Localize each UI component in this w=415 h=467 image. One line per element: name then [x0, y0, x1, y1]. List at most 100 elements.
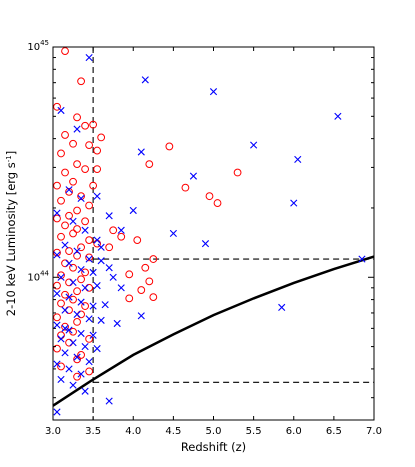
data-point-circle — [85, 236, 94, 245]
data-point-x — [65, 186, 73, 194]
data-point-x — [69, 339, 77, 347]
data-point-circle — [53, 281, 61, 290]
data-point-x — [137, 312, 145, 320]
data-point-x — [53, 321, 61, 329]
y-tick-label-exponent: 44 — [40, 269, 49, 277]
data-point-circle — [69, 229, 77, 238]
data-point-circle — [65, 247, 73, 255]
data-point-x — [85, 358, 93, 366]
data-point-x — [93, 282, 101, 290]
data-point-circle — [69, 177, 77, 186]
data-point-circle — [61, 221, 69, 230]
data-point-circle — [61, 47, 69, 55]
data-point-circle — [77, 275, 85, 284]
data-point-circle — [85, 201, 94, 210]
data-point-circle — [69, 295, 77, 304]
data-point-x — [81, 284, 89, 292]
data-point-x — [129, 206, 137, 215]
data-point-x — [69, 278, 77, 286]
data-point-x — [358, 255, 366, 263]
data-point-x — [97, 243, 105, 251]
data-point-x — [61, 306, 69, 314]
data-point-circle — [73, 287, 81, 296]
data-point-circle — [69, 327, 77, 336]
data-point-circle — [73, 113, 81, 122]
x-tick-label: 4.5 — [165, 426, 181, 437]
y-axis-title-end: ] — [4, 151, 18, 156]
data-point-circle — [77, 77, 85, 86]
y-tick-label-base: 10 — [27, 42, 40, 53]
data-point-circle — [125, 294, 134, 303]
data-point-x — [57, 273, 65, 281]
data-point-circle — [137, 286, 146, 294]
data-point-x — [57, 335, 65, 343]
y-tick-label-base: 10 — [27, 272, 40, 283]
plot-frame — [52, 46, 375, 421]
data-point-x — [65, 326, 73, 334]
data-point-x — [105, 264, 113, 272]
data-point-circle — [141, 263, 150, 272]
data-point-circle — [81, 217, 89, 226]
data-point-circle — [85, 253, 94, 262]
x-tick-label: 6.0 — [286, 426, 302, 437]
data-point-circle — [81, 121, 89, 130]
data-point-x — [57, 106, 65, 115]
data-point-circle — [61, 322, 69, 331]
data-point-x — [93, 236, 101, 244]
data-point-circle — [145, 277, 154, 286]
data-point-circle — [57, 196, 65, 205]
data-point-x — [53, 289, 61, 298]
x-tick-label: 6.5 — [326, 426, 342, 437]
data-point-circle — [149, 255, 158, 263]
data-point-circle — [73, 206, 81, 215]
y-axis-title-main: 2-10 keV Luminosity [erg s — [4, 162, 18, 316]
data-point-x — [85, 255, 93, 263]
data-point-x — [53, 251, 61, 259]
data-point-x — [290, 199, 298, 207]
data-point-x — [81, 226, 89, 234]
data-point-x — [53, 360, 61, 368]
data-point-x — [89, 268, 97, 276]
x-tick-label: 5.0 — [206, 426, 222, 437]
data-point-x — [77, 265, 85, 274]
data-point-circle — [77, 351, 85, 359]
data-point-circle — [57, 362, 65, 371]
data-point-circle — [109, 226, 118, 235]
data-point-x — [61, 241, 69, 249]
x-tick-label: 5.5 — [246, 426, 262, 437]
x-tick-label: 3.0 — [45, 426, 61, 437]
data-point-circle — [73, 160, 81, 169]
data-point-circle — [105, 243, 114, 252]
data-point-x — [113, 319, 121, 328]
data-point-circle — [57, 232, 65, 241]
data-point-circle — [65, 187, 73, 196]
data-point-circle — [53, 248, 61, 257]
data-point-x — [81, 387, 89, 395]
y-tick-label: 1044 — [27, 269, 49, 283]
data-point-x — [89, 331, 97, 339]
data-point-circle — [125, 270, 134, 279]
data-point-x — [334, 112, 342, 120]
data-point-x — [85, 315, 93, 323]
data-point-x — [141, 76, 149, 84]
data-point-circle — [133, 236, 142, 245]
data-point-x — [201, 240, 210, 248]
data-point-x — [77, 194, 85, 203]
data-point-circle — [61, 168, 69, 177]
data-point-circle — [81, 302, 89, 310]
data-point-circle — [73, 225, 81, 233]
data-point-x — [117, 284, 125, 292]
data-point-circle — [149, 293, 158, 302]
data-point-x — [77, 298, 85, 306]
data-point-x — [77, 370, 85, 378]
data-point-circle — [205, 192, 214, 201]
y-tick-label-exponent: 45 — [40, 39, 49, 47]
x-tick-label: 3.5 — [85, 426, 101, 437]
data-point-x — [93, 345, 101, 353]
data-point-x — [73, 125, 81, 133]
data-point-circle — [85, 141, 94, 149]
data-point-circle — [93, 165, 102, 173]
data-point-circle — [69, 139, 77, 148]
